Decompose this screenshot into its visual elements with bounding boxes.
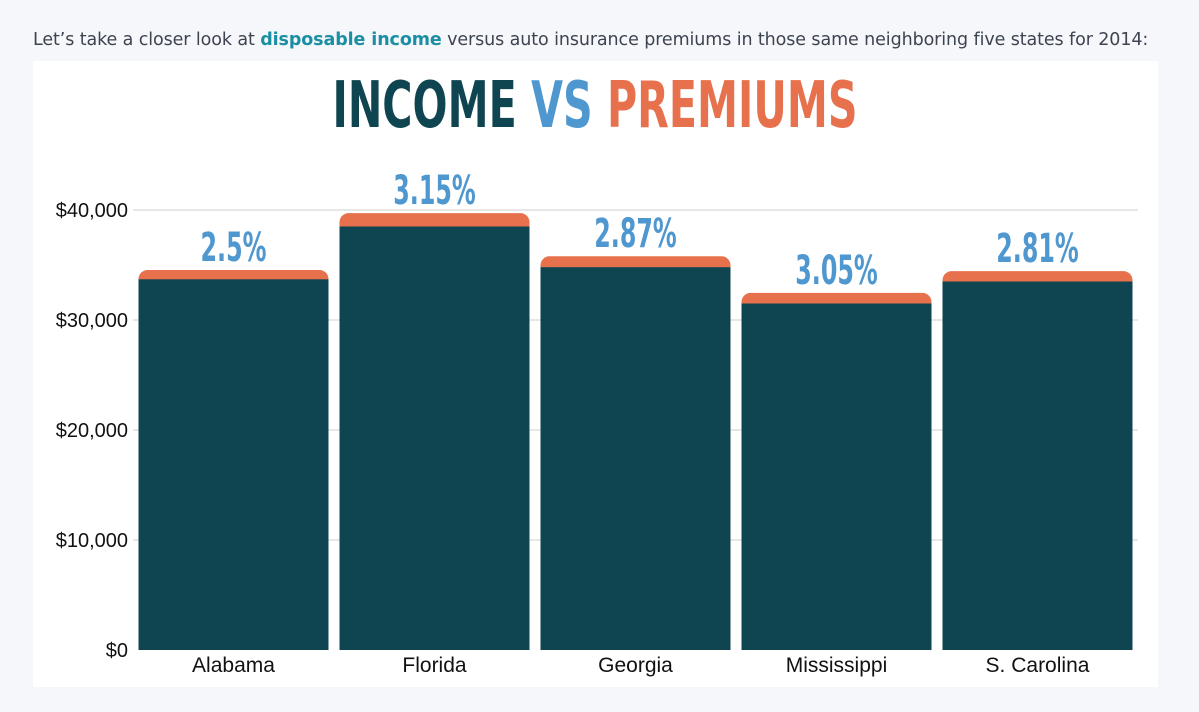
percentage-label: 2.87% bbox=[594, 211, 677, 257]
intro-text-before: Let’s take a closer look at bbox=[33, 29, 261, 50]
y-tick-label: $40,000 bbox=[56, 200, 128, 222]
percentage-label: 3.05% bbox=[795, 248, 878, 294]
y-axis: $0 $10,000 $20,000 $30,000 $40,000 bbox=[56, 200, 128, 662]
x-axis: Alabama Florida Georgia Mississippi S. Carol… bbox=[192, 654, 1090, 677]
x-tick-label: Florida bbox=[402, 654, 467, 677]
income-bar bbox=[942, 281, 1133, 650]
income-bar bbox=[339, 226, 530, 650]
intro-paragraph: Let’s take a closer look at disposable i… bbox=[33, 30, 1148, 50]
title-income: INCOME bbox=[333, 69, 517, 143]
bars bbox=[138, 213, 1133, 651]
intro-text-after: versus auto insurance premiums in those … bbox=[441, 29, 1149, 50]
y-tick-label: $30,000 bbox=[56, 310, 128, 332]
chart-title: INCOME VS PREMIUMS bbox=[333, 69, 858, 143]
title-vs: VS bbox=[531, 69, 593, 143]
income-vs-premiums-chart: INCOME VS PREMIUMS 2.5%3.15%2.87%3.05% 2.… bbox=[56, 69, 1138, 677]
y-tick-label: $20,000 bbox=[56, 420, 128, 442]
disposable-income-link[interactable]: disposable income bbox=[260, 29, 442, 50]
data-labels: 2.5% 3.15% 2.87% 3.05% 2.81% bbox=[201, 168, 1079, 294]
income-bar bbox=[540, 267, 731, 650]
percentage-label: 2.81% bbox=[996, 226, 1079, 272]
income-bar bbox=[741, 303, 932, 650]
percentage-label: 3.15% bbox=[393, 168, 476, 214]
income-bar bbox=[138, 279, 329, 650]
percentage-label: 2.5% bbox=[201, 225, 267, 271]
title-premiums: PREMIUMS bbox=[607, 69, 858, 143]
x-tick-label: S. Carolina bbox=[986, 654, 1090, 677]
x-tick-label: Alabama bbox=[192, 654, 275, 677]
x-tick-label: Georgia bbox=[598, 654, 673, 677]
chart-card: INCOME VS PREMIUMS 2.5% 3.15% 2.87% 3.05% 2.… bbox=[33, 61, 1158, 687]
x-tick-label: Mississippi bbox=[786, 654, 888, 677]
y-tick-label: $0 bbox=[106, 640, 128, 662]
y-tick-label: $10,000 bbox=[56, 530, 128, 552]
